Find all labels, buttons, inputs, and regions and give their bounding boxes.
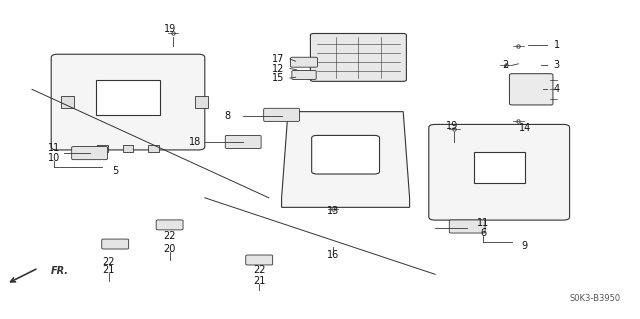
Bar bbox=[97, 145, 108, 152]
Text: 19: 19 bbox=[163, 24, 176, 34]
FancyBboxPatch shape bbox=[312, 136, 380, 174]
FancyBboxPatch shape bbox=[72, 146, 108, 160]
Text: 18: 18 bbox=[189, 137, 202, 147]
Text: 22: 22 bbox=[102, 256, 115, 267]
Text: 19: 19 bbox=[445, 121, 458, 131]
FancyBboxPatch shape bbox=[246, 255, 273, 265]
Text: 22: 22 bbox=[163, 231, 176, 241]
FancyBboxPatch shape bbox=[449, 220, 485, 233]
FancyBboxPatch shape bbox=[429, 124, 570, 220]
Text: 3: 3 bbox=[554, 60, 560, 70]
Text: 13: 13 bbox=[326, 205, 339, 216]
FancyBboxPatch shape bbox=[509, 74, 553, 105]
FancyBboxPatch shape bbox=[102, 239, 129, 249]
Text: 12: 12 bbox=[272, 63, 285, 74]
Text: 15: 15 bbox=[272, 73, 285, 83]
Text: 21: 21 bbox=[102, 264, 115, 275]
Text: 6: 6 bbox=[480, 228, 486, 238]
Polygon shape bbox=[282, 112, 410, 207]
Text: S0K3-B3950: S0K3-B3950 bbox=[570, 294, 621, 303]
Text: 5: 5 bbox=[112, 166, 118, 176]
FancyBboxPatch shape bbox=[264, 108, 300, 121]
FancyBboxPatch shape bbox=[51, 54, 205, 150]
Bar bbox=[97, 80, 160, 115]
FancyBboxPatch shape bbox=[291, 57, 317, 67]
Text: 21: 21 bbox=[253, 276, 266, 286]
Text: 9: 9 bbox=[522, 241, 528, 251]
Bar bbox=[123, 145, 133, 152]
FancyBboxPatch shape bbox=[225, 135, 261, 148]
Text: 22: 22 bbox=[253, 264, 266, 275]
FancyBboxPatch shape bbox=[292, 70, 316, 79]
Text: 11: 11 bbox=[48, 143, 61, 153]
FancyBboxPatch shape bbox=[156, 220, 183, 230]
Text: 4: 4 bbox=[554, 84, 560, 94]
Text: 8: 8 bbox=[224, 111, 230, 122]
Bar bbox=[474, 152, 525, 183]
Bar bbox=[195, 96, 208, 108]
Text: FR.: FR. bbox=[51, 266, 69, 276]
Text: 11: 11 bbox=[477, 218, 490, 228]
Text: 1: 1 bbox=[554, 40, 560, 50]
Text: 17: 17 bbox=[272, 54, 285, 64]
Bar bbox=[61, 96, 74, 108]
FancyBboxPatch shape bbox=[310, 33, 406, 81]
Text: 16: 16 bbox=[326, 250, 339, 260]
Text: 10: 10 bbox=[48, 153, 61, 163]
Text: 14: 14 bbox=[518, 122, 531, 133]
Bar bbox=[148, 145, 159, 152]
Text: 2: 2 bbox=[502, 60, 509, 70]
Text: 20: 20 bbox=[163, 244, 176, 254]
